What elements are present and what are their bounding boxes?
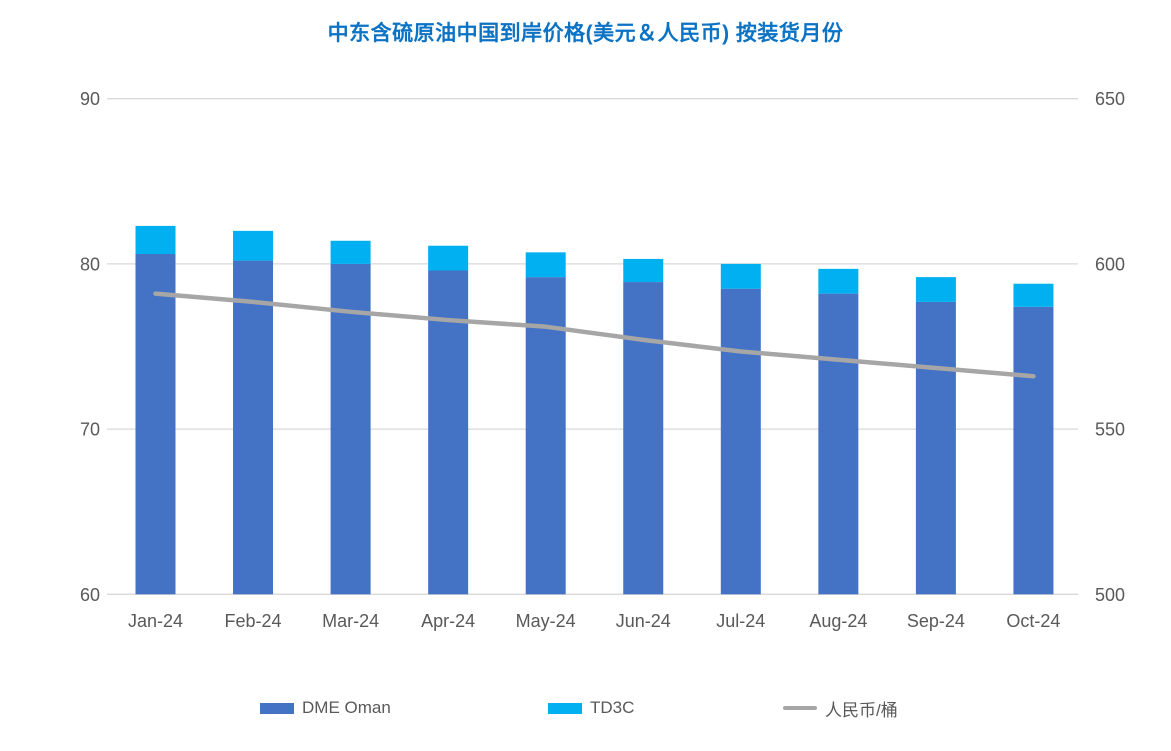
bar-segment-dme-oman — [135, 253, 176, 595]
legend-label-rmb-per-barrel: 人民币/桶 — [825, 700, 898, 720]
bar-segment-td3c — [623, 258, 664, 283]
legend-item-rmb-per-barrel: 人民币/桶 — [783, 695, 898, 721]
rmb-price-line — [153, 291, 1036, 379]
x-axis-label: Sep-24 — [907, 611, 965, 631]
legend-item-dme-oman: DME Oman — [260, 695, 391, 721]
x-axis-label: May-24 — [516, 611, 576, 631]
x-axis-label: Apr-24 — [421, 611, 475, 631]
bar-segment-td3c — [720, 263, 761, 289]
legend-label-dme-oman: DME Oman — [302, 698, 391, 717]
bar-segment-td3c — [428, 245, 469, 271]
bar-segment-dme-oman — [623, 282, 664, 595]
x-axis-label: Oct-24 — [1006, 611, 1060, 631]
bar-segment-td3c — [330, 240, 371, 264]
bar-segment-dme-oman — [818, 293, 859, 595]
bar-segment-dme-oman — [720, 288, 761, 595]
x-axis-label: Jun-24 — [616, 611, 671, 631]
y-axis-left-tick-label: 70 — [80, 420, 100, 440]
bar-segment-td3c — [915, 277, 956, 302]
bar-segment-td3c — [818, 268, 859, 294]
chart-title: 中东含硫原油中国到岸价格(美元＆人民币) 按装货月份 — [327, 22, 844, 45]
bar-segment-dme-oman — [330, 263, 371, 595]
y-axis-right-tick-label: 500 — [1095, 585, 1125, 605]
bar-segment-td3c — [525, 252, 566, 278]
x-axis-label: Mar-24 — [322, 611, 379, 631]
legend-item-td3c: TD3C — [548, 695, 634, 721]
x-axis-label: Feb-24 — [225, 611, 282, 631]
x-axis-label: Jul-24 — [716, 611, 765, 631]
bar-segment-dme-oman — [915, 301, 956, 595]
legend-swatch-rmb-line-icon — [783, 705, 817, 711]
x-axis-label: Aug-24 — [809, 611, 867, 631]
bar-segment-td3c — [1013, 283, 1054, 307]
bar-segment-dme-oman — [233, 260, 274, 595]
bar-segment-dme-oman — [1013, 306, 1054, 595]
legend-swatch-td3c-icon — [548, 702, 582, 714]
bar-segment-td3c — [233, 230, 274, 261]
legend-swatch-dme-oman-icon — [260, 702, 294, 714]
y-axis-left-tick-label: 90 — [80, 89, 100, 109]
legend-label-td3c: TD3C — [590, 698, 635, 717]
y-axis-right-tick-label: 650 — [1095, 89, 1125, 109]
bar-segment-td3c — [135, 225, 176, 254]
bar-segment-dme-oman — [428, 270, 469, 595]
y-axis-left-tick-label: 80 — [80, 254, 100, 274]
y-axis-left-tick-label: 60 — [80, 585, 100, 605]
y-axis-right-tick-label: 600 — [1095, 254, 1125, 274]
chart-legend: DME Oman TD3C 人民币/桶 — [0, 695, 1171, 723]
y-axis-right-tick-label: 550 — [1095, 420, 1125, 440]
x-axis-label: Jan-24 — [128, 611, 183, 631]
